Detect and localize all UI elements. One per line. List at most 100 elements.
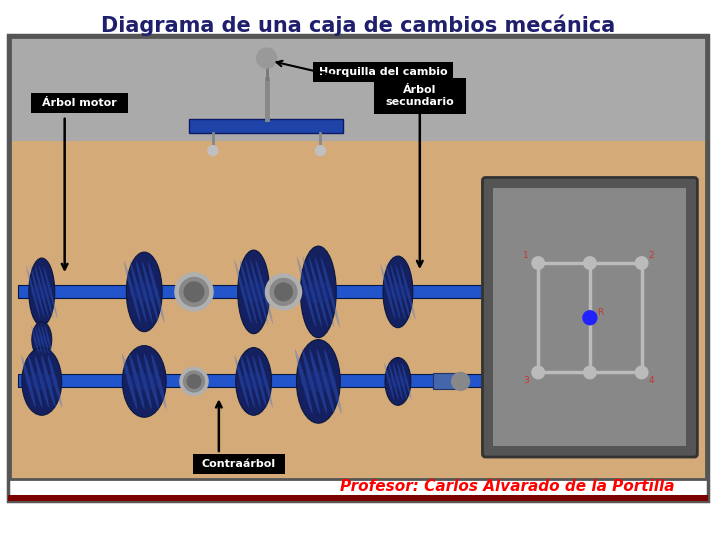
Ellipse shape [297,340,341,423]
Circle shape [179,278,208,306]
Circle shape [634,366,649,380]
FancyBboxPatch shape [482,178,698,457]
Circle shape [266,274,302,310]
FancyBboxPatch shape [374,78,466,114]
Circle shape [256,48,276,68]
Ellipse shape [43,266,58,318]
Ellipse shape [26,266,40,318]
Ellipse shape [239,373,268,390]
Ellipse shape [303,256,322,327]
Ellipse shape [301,371,336,392]
Ellipse shape [245,260,262,324]
Ellipse shape [35,326,42,354]
Ellipse shape [324,349,342,414]
Ellipse shape [315,256,334,327]
Ellipse shape [295,349,312,414]
Ellipse shape [402,363,412,400]
Ellipse shape [240,355,255,408]
Ellipse shape [380,264,395,320]
Ellipse shape [386,283,410,301]
Bar [10,141,706,479]
Text: 2: 2 [649,251,654,260]
Bar [493,188,686,446]
Ellipse shape [130,261,147,322]
Ellipse shape [30,266,45,318]
Ellipse shape [35,266,49,318]
Ellipse shape [385,357,411,406]
Ellipse shape [126,252,162,332]
Ellipse shape [136,261,153,322]
Bar [433,374,461,389]
Ellipse shape [142,261,158,322]
Ellipse shape [258,355,273,408]
Ellipse shape [320,256,340,327]
Ellipse shape [235,355,249,408]
Ellipse shape [393,363,403,400]
Ellipse shape [122,354,138,409]
FancyBboxPatch shape [313,62,453,82]
Ellipse shape [383,256,413,328]
Ellipse shape [29,258,55,326]
Ellipse shape [45,326,53,354]
Ellipse shape [251,260,268,324]
Text: Árbol motor: Árbol motor [42,98,117,108]
Text: R: R [597,308,603,318]
Ellipse shape [309,256,328,327]
Text: Profesor: Carlos Alvarado de la Portilla: Profesor: Carlos Alvarado de la Portilla [340,480,675,494]
Ellipse shape [297,256,316,327]
Ellipse shape [32,284,52,300]
Ellipse shape [246,355,261,408]
Circle shape [451,373,469,390]
Circle shape [184,282,204,302]
Ellipse shape [148,261,165,322]
Circle shape [274,283,292,301]
Ellipse shape [41,326,49,354]
Ellipse shape [34,335,50,344]
Ellipse shape [238,250,269,334]
Text: Árbol
secundario: Árbol secundario [385,85,454,107]
Circle shape [583,311,597,325]
Text: 4: 4 [649,376,654,385]
Ellipse shape [389,363,399,400]
FancyBboxPatch shape [32,93,128,113]
Ellipse shape [137,354,152,409]
Ellipse shape [385,264,400,320]
Ellipse shape [35,355,49,408]
Bar [189,119,343,133]
Circle shape [583,366,597,380]
Ellipse shape [240,260,257,324]
Bar [18,285,482,298]
Bar [18,374,482,387]
Text: Contraárbol: Contraárbol [202,459,276,469]
Ellipse shape [38,326,45,354]
Circle shape [531,256,545,270]
Ellipse shape [48,355,62,408]
Ellipse shape [390,264,405,320]
Ellipse shape [32,322,52,357]
Ellipse shape [22,355,36,408]
Ellipse shape [397,363,408,400]
Ellipse shape [304,280,333,303]
Ellipse shape [241,281,266,302]
Ellipse shape [144,354,159,409]
Ellipse shape [300,246,336,338]
Bar [10,37,706,141]
Circle shape [634,256,649,270]
FancyBboxPatch shape [193,454,284,474]
Ellipse shape [400,264,415,320]
Ellipse shape [253,355,267,408]
Ellipse shape [234,260,252,324]
Ellipse shape [124,261,140,322]
Ellipse shape [122,346,166,417]
Ellipse shape [317,349,335,414]
Ellipse shape [151,354,166,409]
Ellipse shape [41,355,55,408]
Ellipse shape [130,354,145,409]
Ellipse shape [395,264,410,320]
Text: 1: 1 [523,251,529,260]
Circle shape [531,366,545,380]
Ellipse shape [256,260,273,324]
Ellipse shape [302,349,320,414]
Circle shape [180,368,208,395]
Circle shape [270,279,297,305]
